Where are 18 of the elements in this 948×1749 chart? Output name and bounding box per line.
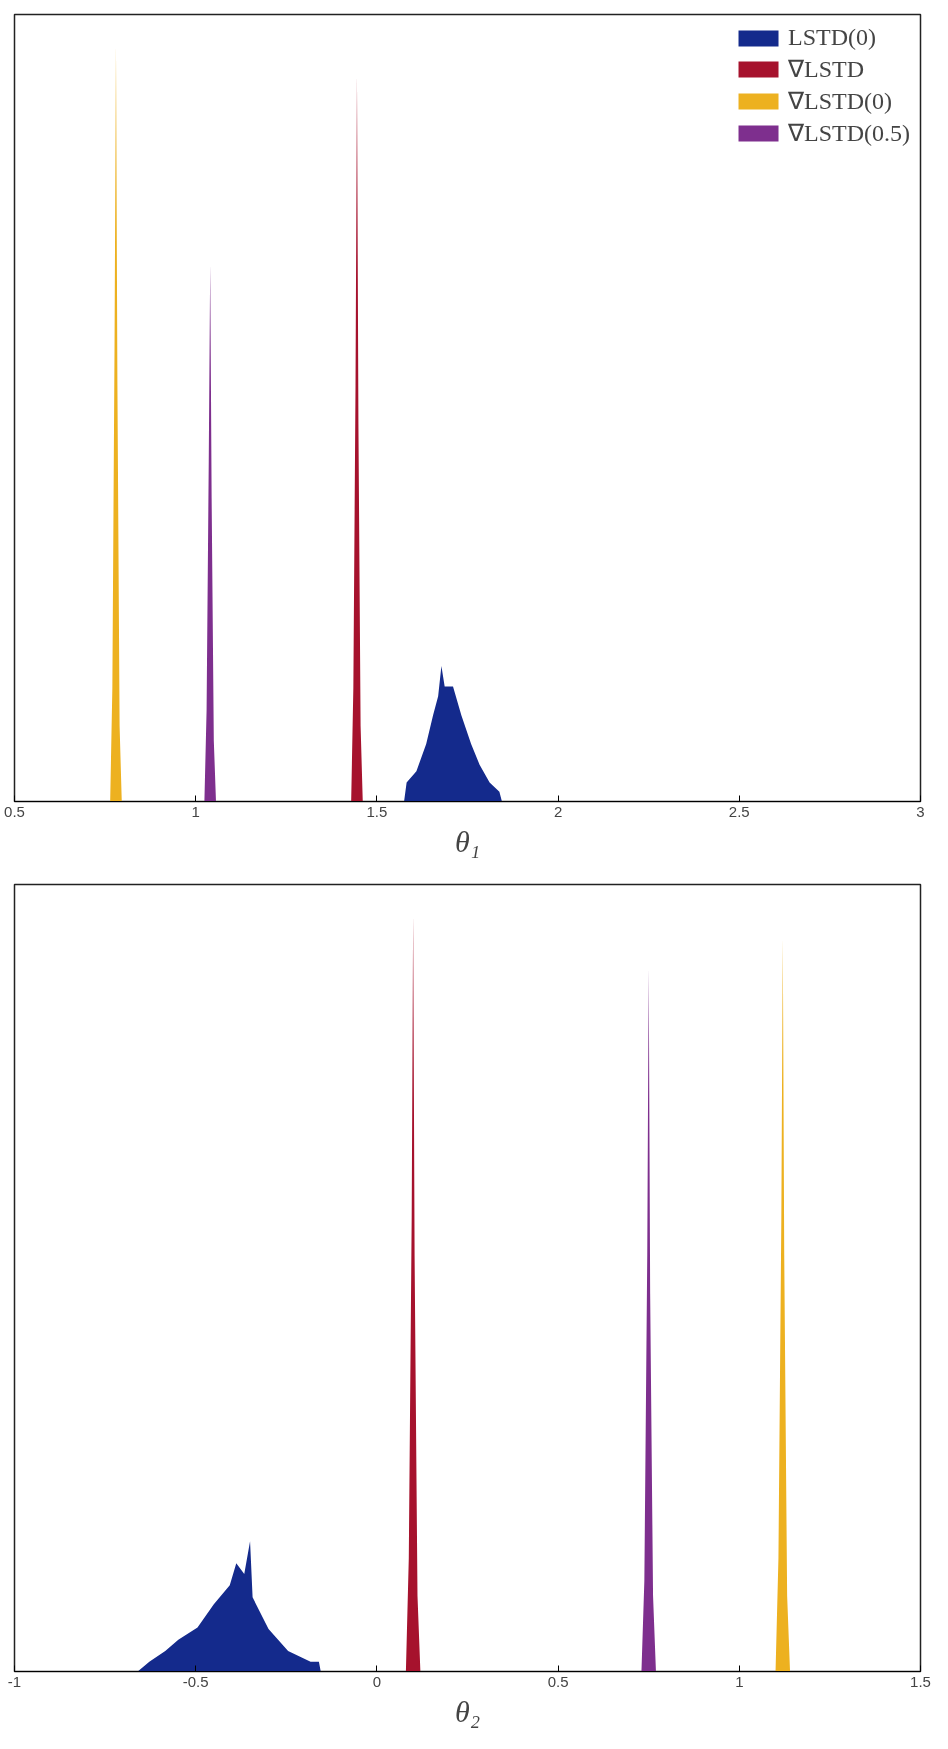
legend-label: ∇LSTD(0) [788, 87, 892, 115]
x-axis-title: θ₂ [454, 1694, 481, 1728]
legend-label: ∇LSTD [788, 55, 865, 83]
x-tick-label: 0.5 [4, 802, 25, 820]
x-tick-label: 2 [553, 802, 563, 820]
x-tick-label: 2.5 [728, 802, 750, 820]
x-tick-label: 0.5 [547, 1672, 569, 1690]
x-tick-label: 1 [191, 802, 200, 820]
x-tick-label: 3 [916, 802, 925, 820]
x-tick-label: 1.5 [910, 1672, 931, 1690]
x-tick-label: 1 [735, 1672, 744, 1690]
x-tick-label: -0.5 [182, 1672, 209, 1690]
x-tick-label: -1 [7, 1672, 22, 1690]
x-axis-title: θ₁ [454, 824, 481, 858]
x-tick-label: 1.5 [366, 802, 388, 820]
x-tick-label: 0 [372, 1672, 382, 1690]
legend-label: ∇LSTD(0.5) [788, 119, 910, 147]
legend-label: LSTD(0) [788, 24, 876, 51]
